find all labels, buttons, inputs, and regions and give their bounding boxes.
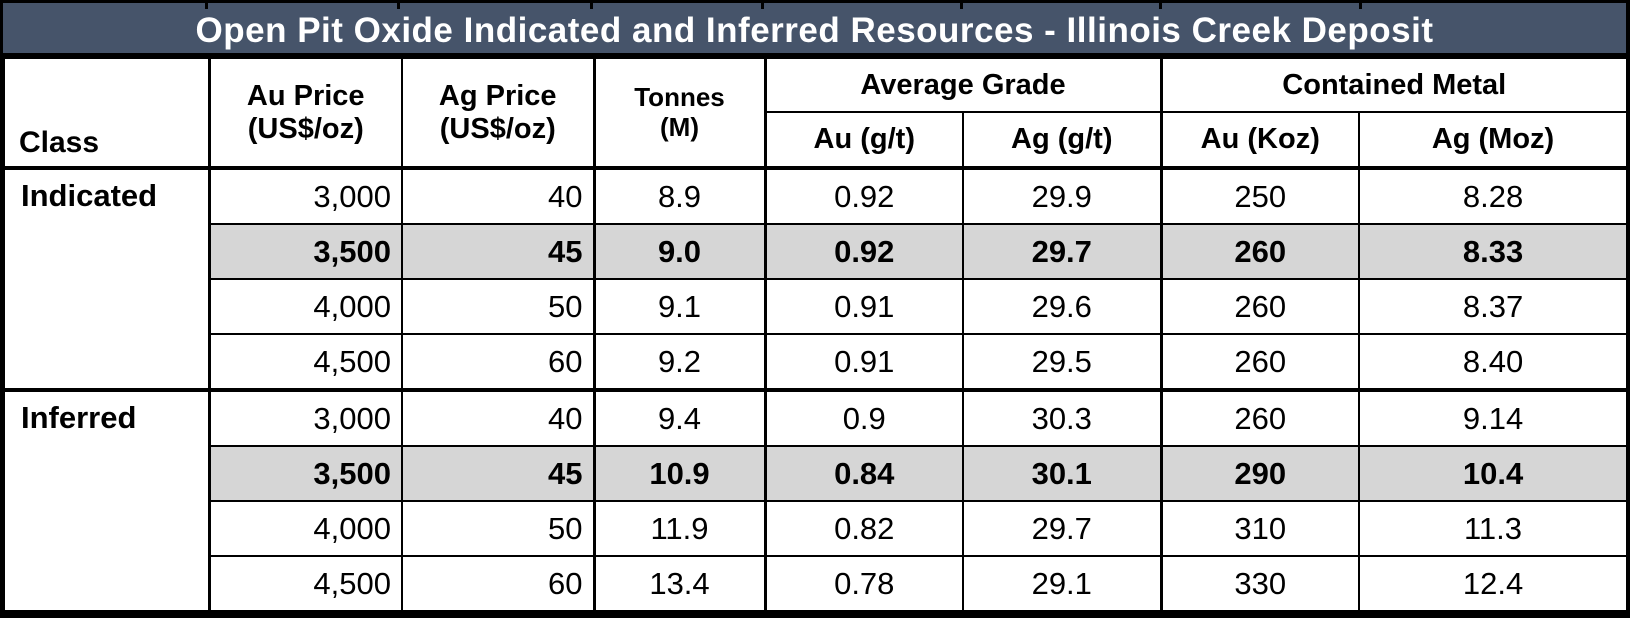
cell-au-koz: 260	[1159, 278, 1361, 335]
table-body: Indicated 3,000 40 8.9 0.92 29.9 250 8.2…	[3, 166, 1629, 612]
column-tick	[590, 3, 593, 9]
cell-ag-gt: 30.3	[961, 388, 1163, 447]
cell-ag-price: 45	[401, 223, 595, 280]
header-ag-gt: Ag (g/t)	[961, 111, 1163, 170]
column-tick	[761, 3, 764, 9]
cell-au-gt: 0.92	[763, 223, 964, 280]
cell-au-gt: 0.92	[763, 166, 964, 225]
cell-au-koz: 260	[1159, 223, 1361, 280]
table-row-highlighted: 3,500 45 10.9 0.84 30.1 290 10.4	[4, 445, 1629, 502]
header-class: Class	[3, 57, 211, 170]
cell-ag-gt: 29.7	[961, 500, 1163, 557]
top-border-strip	[3, 3, 1626, 9]
cell-tonnes: 8.9	[592, 166, 766, 225]
section-label-indicated: Indicated	[3, 166, 211, 391]
column-tick	[397, 3, 400, 9]
header-au-gt: Au (g/t)	[763, 111, 964, 170]
cell-ag-moz: 8.33	[1358, 223, 1629, 280]
column-tick	[1359, 3, 1362, 9]
cell-ag-gt: 29.5	[961, 333, 1163, 391]
cell-ag-moz: 8.28	[1358, 166, 1629, 225]
header-group-average-grade: Average Grade	[763, 57, 1163, 113]
table-row-highlighted: 3,500 45 9.0 0.92 29.7 260 8.33	[4, 223, 1629, 280]
header-ag-moz: Ag (Moz)	[1358, 111, 1629, 170]
cell-ag-price: 60	[401, 555, 595, 612]
cell-au-gt: 0.84	[763, 445, 964, 502]
cell-au-gt: 0.82	[763, 500, 964, 557]
cell-au-gt: 0.91	[763, 333, 964, 391]
cell-ag-moz: 10.4	[1358, 445, 1629, 502]
cell-ag-price: 60	[401, 333, 595, 391]
cell-au-price: 4,500	[208, 333, 403, 391]
table-row: 4,000 50 9.1 0.91 29.6 260 8.37	[4, 278, 1629, 335]
header-au-koz: Au (Koz)	[1159, 111, 1361, 170]
table-row: 4,500 60 9.2 0.91 29.5 260 8.40	[4, 333, 1629, 391]
resource-table: Class Au Price (US$/oz) Ag Price (US$/oz…	[3, 57, 1629, 612]
table-row: 4,000 50 11.9 0.82 29.7 310 11.3	[4, 500, 1629, 557]
cell-au-gt: 0.9	[763, 388, 964, 447]
cell-au-price: 4,000	[208, 278, 403, 335]
header-row-subcolumns: Au (g/t) Ag (g/t) Au (Koz) Ag (Moz)	[4, 111, 1629, 170]
cell-ag-price: 40	[401, 166, 595, 225]
cell-au-price: 3,000	[208, 388, 403, 447]
header-tonnes: Tonnes (M)	[592, 57, 766, 170]
cell-tonnes: 9.2	[592, 333, 766, 391]
table-row: Indicated 3,000 40 8.9 0.92 29.9 250 8.2…	[3, 166, 1629, 391]
header-ag-price: Ag Price (US$/oz)	[401, 57, 595, 170]
cell-ag-moz: 8.37	[1358, 278, 1629, 335]
cell-tonnes: 9.1	[592, 278, 766, 335]
header-au-price-line2: (US$/oz)	[247, 112, 364, 145]
table-row: Inferred 3,000 40 9.4 0.9 30.3 260 9.14	[3, 388, 1629, 612]
cell-tonnes: 9.4	[592, 388, 766, 447]
cell-au-koz: 260	[1159, 333, 1361, 391]
cell-au-gt: 0.91	[763, 278, 964, 335]
table-title: Open Pit Oxide Indicated and Inferred Re…	[3, 8, 1626, 57]
cell-ag-gt: 29.9	[961, 166, 1163, 225]
cell-ag-moz: 8.40	[1358, 333, 1629, 391]
header-row-groups: Class Au Price (US$/oz) Ag Price (US$/oz…	[3, 57, 1629, 170]
cell-ag-moz: 9.14	[1358, 388, 1629, 447]
column-tick	[205, 3, 208, 9]
cell-au-price: 3,000	[208, 166, 403, 225]
cell-au-price: 4,500	[208, 555, 403, 612]
cell-au-koz: 330	[1159, 555, 1361, 612]
header-ag-price-line1: Ag Price	[438, 80, 557, 113]
header-tonnes-line2: (M)	[660, 111, 699, 142]
header-ag-price-line2: (US$/oz)	[439, 112, 556, 145]
cell-ag-gt: 29.6	[961, 278, 1163, 335]
cell-au-gt: 0.78	[763, 555, 964, 612]
cell-au-price: 3,500	[208, 445, 403, 502]
cell-au-price: 4,000	[208, 500, 403, 557]
header-tonnes-line1: Tonnes	[634, 81, 725, 112]
cell-ag-price: 50	[401, 500, 595, 557]
table-header: Class Au Price (US$/oz) Ag Price (US$/oz…	[3, 57, 1629, 170]
cell-ag-price: 50	[401, 278, 595, 335]
cell-tonnes: 11.9	[592, 500, 766, 557]
header-group-contained-metal: Contained Metal	[1159, 57, 1629, 113]
cell-ag-moz: 12.4	[1358, 555, 1629, 612]
column-tick	[960, 3, 963, 9]
cell-ag-gt: 29.7	[961, 223, 1163, 280]
table-row: 4,500 60 13.4 0.78 29.1 330 12.4	[4, 555, 1629, 612]
cell-au-koz: 310	[1159, 500, 1361, 557]
cell-tonnes: 13.4	[592, 555, 766, 612]
cell-tonnes: 9.0	[592, 223, 766, 280]
header-au-price-line1: Au Price	[246, 80, 365, 113]
header-au-price: Au Price (US$/oz)	[208, 57, 403, 170]
cell-au-koz: 290	[1159, 445, 1361, 502]
cell-ag-gt: 30.1	[961, 445, 1163, 502]
column-tick	[1159, 3, 1162, 9]
cell-ag-moz: 11.3	[1358, 500, 1629, 557]
cell-au-koz: 260	[1159, 388, 1361, 447]
cell-au-koz: 250	[1159, 166, 1361, 225]
cell-tonnes: 10.9	[592, 445, 766, 502]
section-label-inferred: Inferred	[3, 388, 211, 612]
cell-ag-price: 45	[401, 445, 595, 502]
cell-au-price: 3,500	[208, 223, 403, 280]
cell-ag-gt: 29.1	[961, 555, 1163, 612]
cell-ag-price: 40	[401, 388, 595, 447]
